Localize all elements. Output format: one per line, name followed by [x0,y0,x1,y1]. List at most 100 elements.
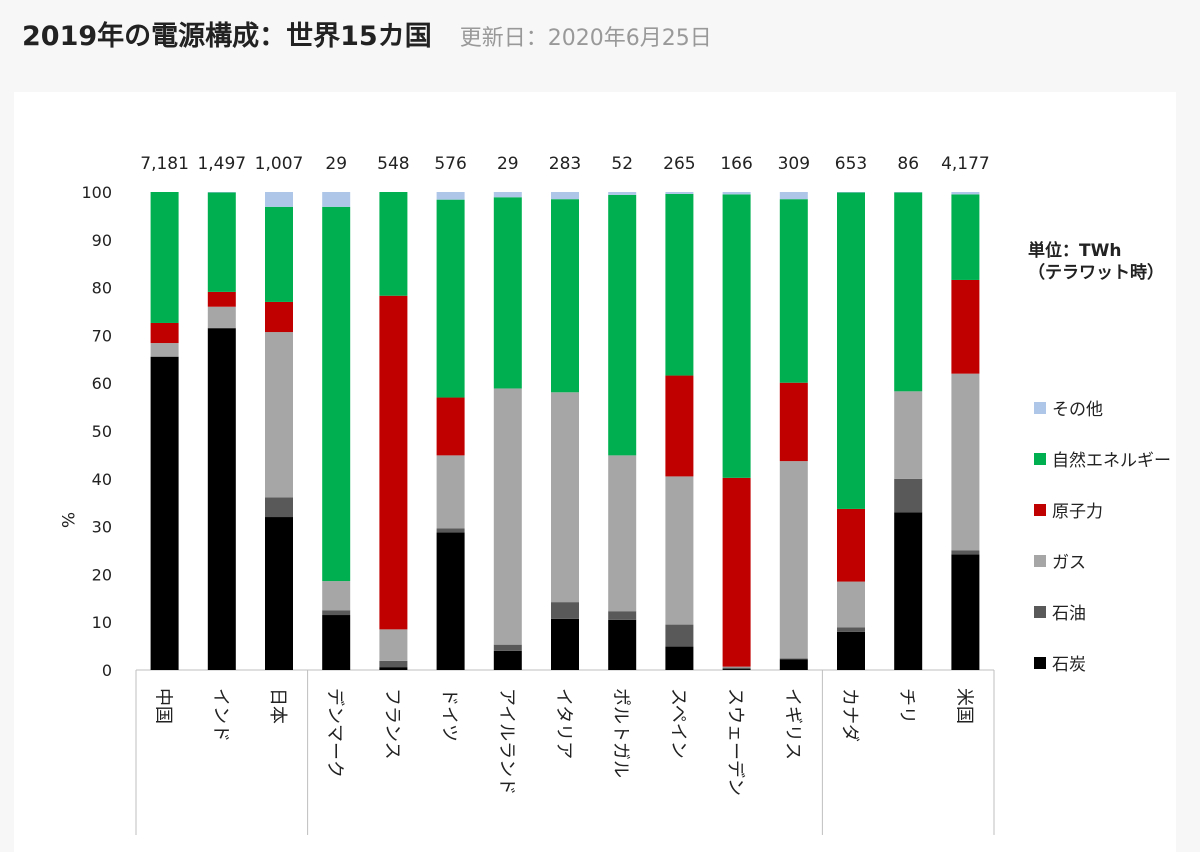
y-tick-label: 10 [92,613,112,632]
bar-segment-oil [837,627,865,631]
unit-label: 単位：TWh （テラワット時） [1028,240,1164,284]
unit-line-2: （テラワット時） [1028,262,1164,284]
bar-segment-oil [951,551,979,555]
bar-segment-coal [265,517,293,670]
legend-item-nuclear: 原子力 [1034,484,1171,535]
bar-segment-renewable [151,192,179,323]
bar-segment-coal [379,667,407,670]
x-tick-label: スペイン [667,688,688,759]
bar-segment-nuclear [665,376,693,477]
page-title: 2019年の電源構成：世界15カ国 [22,14,432,53]
x-tick-label: カナダ [839,688,860,742]
bar-segment-renewable [837,192,865,508]
x-tick-label: アイルランド [496,688,517,795]
total-label: 1,007 [255,154,304,174]
bar-segment-gas [665,476,693,624]
bar-segment-other [437,192,465,200]
bar-segment-oil [437,529,465,533]
bar-segment-coal [780,659,808,670]
legend-item-gas: ガス [1034,535,1171,586]
total-label: 265 [663,154,695,174]
legend-swatch [1034,555,1046,567]
header: 2019年の電源構成：世界15カ国 更新日：2020年6月25日 [22,14,712,54]
bar-segment-oil [665,625,693,647]
legend-swatch [1034,606,1046,618]
x-tick-label: 米国 [953,688,974,724]
bar-segment-gas [494,388,522,644]
bar-segment-gas [379,629,407,661]
bar-segment-gas [780,461,808,658]
y-tick-label: 90 [92,231,112,250]
y-tick-label: 80 [92,279,112,298]
bar-segment-nuclear [723,478,751,667]
bar-segment-coal [837,632,865,670]
bar-segment-nuclear [951,280,979,374]
total-label: 29 [497,154,519,174]
bar-segment-gas [322,581,350,610]
legend-swatch [1034,453,1046,465]
bar-segment-renewable [551,199,579,392]
total-label: 7,181 [140,154,189,174]
x-tick-label: デンマーク [324,688,345,778]
bar-segment-gas [151,343,179,356]
bar-segment-renewable [780,199,808,383]
x-tick-label: ポルトガル [610,688,631,778]
bar-segment-other [780,192,808,199]
bar-segment-coal [322,615,350,670]
bar-segment-oil [322,610,350,615]
bar-segment-renewable [322,207,350,581]
bar-segment-oil [780,659,808,660]
bar-segment-other [322,192,350,207]
bar-segment-nuclear [437,398,465,456]
y-tick-label: 20 [92,565,112,584]
bar-segment-gas [837,582,865,628]
total-label: 283 [549,154,581,174]
x-tick-label: ドイツ [439,688,460,742]
bar-segment-coal [608,620,636,670]
total-label: 309 [778,154,810,174]
total-label: 576 [434,154,466,174]
bar-segment-oil [265,497,293,517]
unit-line-1: 単位：TWh [1028,240,1164,262]
bar-segment-coal [894,512,922,670]
bar-segment-gas [437,455,465,528]
bar-segment-other [951,192,979,194]
bar-segment-renewable [494,197,522,388]
bar-segment-renewable [265,207,293,302]
legend-item-oil: 石油 [1034,586,1171,637]
x-tick-label: インド [210,688,231,742]
y-tick-label: 100 [81,183,112,202]
legend-swatch [1034,504,1046,516]
y-axis-label: % [57,512,77,528]
bar-segment-renewable [437,200,465,398]
legend-label: 石炭 [1052,650,1086,675]
bar-segment-other [608,192,636,195]
bar-segment-coal [665,647,693,670]
bar-segment-other [494,192,522,197]
legend-label: ガス [1052,548,1086,573]
bar-segment-oil [723,668,751,669]
legend-label: 原子力 [1052,497,1103,522]
total-label: 653 [835,154,867,174]
bar-segment-renewable [608,195,636,456]
x-tick-label: イギリス [782,688,803,760]
total-label: 29 [325,154,347,174]
x-tick-label: イタリア [553,688,574,759]
legend-swatch [1034,657,1046,669]
bar-segment-coal [208,328,236,670]
bar-segment-coal [494,651,522,670]
total-label: 1,497 [197,154,246,174]
x-tick-label: フランス [381,688,402,760]
legend-label: その他 [1052,395,1103,420]
bar-segment-coal [151,357,179,670]
bar-segment-nuclear [151,323,179,343]
bar-segment-renewable [894,192,922,391]
legend-label: 石油 [1052,599,1086,624]
y-tick-label: 30 [92,518,112,537]
total-label: 86 [897,154,919,174]
bar-segment-other [551,192,579,199]
bar-segment-coal [723,669,751,670]
bar-segment-gas [208,307,236,328]
bar-segment-nuclear [780,383,808,461]
